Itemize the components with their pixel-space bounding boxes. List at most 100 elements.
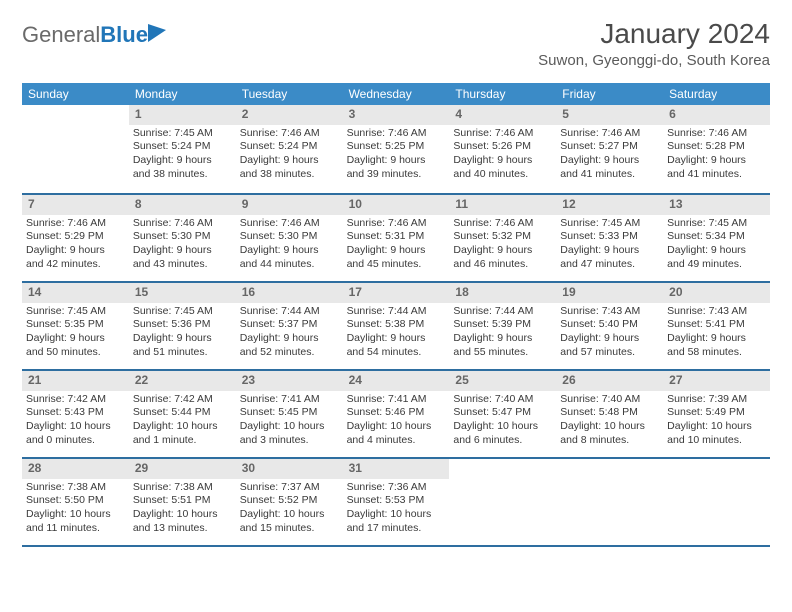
daylight-text: and 8 minutes. — [560, 434, 659, 448]
day-number: 12 — [556, 195, 663, 215]
daylight-text: and 0 minutes. — [26, 434, 125, 448]
calendar-cell: 13Sunrise: 7:45 AMSunset: 5:34 PMDayligh… — [663, 193, 770, 281]
daylight-text: and 10 minutes. — [667, 434, 766, 448]
daylight-text: Daylight: 9 hours — [133, 244, 232, 258]
title-block: January 2024 Suwon, Gyeonggi-do, South K… — [538, 18, 770, 73]
sunset-text: Sunset: 5:43 PM — [26, 406, 125, 420]
sunset-text: Sunset: 5:48 PM — [560, 406, 659, 420]
calendar-cell: 15Sunrise: 7:45 AMSunset: 5:36 PMDayligh… — [129, 281, 236, 369]
sunset-text: Sunset: 5:40 PM — [560, 318, 659, 332]
sunset-text: Sunset: 5:32 PM — [453, 230, 552, 244]
day-info: Sunrise: 7:41 AMSunset: 5:45 PMDaylight:… — [236, 393, 343, 448]
day-number: 24 — [343, 371, 450, 391]
weekday-mon: Monday — [129, 83, 236, 105]
sunrise-text: Sunrise: 7:46 AM — [26, 217, 125, 231]
sunrise-text: Sunrise: 7:46 AM — [453, 127, 552, 141]
daylight-text: Daylight: 9 hours — [347, 244, 446, 258]
daylight-text: and 51 minutes. — [133, 346, 232, 360]
day-number: 30 — [236, 459, 343, 479]
calendar-cell: 18Sunrise: 7:44 AMSunset: 5:39 PMDayligh… — [449, 281, 556, 369]
sunrise-text: Sunrise: 7:39 AM — [667, 393, 766, 407]
day-number: 14 — [22, 283, 129, 303]
day-info: Sunrise: 7:46 AMSunset: 5:24 PMDaylight:… — [236, 127, 343, 182]
calendar-cell: 28Sunrise: 7:38 AMSunset: 5:50 PMDayligh… — [22, 457, 129, 545]
daylight-text: Daylight: 9 hours — [26, 332, 125, 346]
brand-text: GeneralBlue — [22, 22, 148, 48]
daylight-text: and 46 minutes. — [453, 258, 552, 272]
day-number: 23 — [236, 371, 343, 391]
sunset-text: Sunset: 5:53 PM — [347, 494, 446, 508]
daylight-text: and 11 minutes. — [26, 522, 125, 536]
daylight-text: and 13 minutes. — [133, 522, 232, 536]
sunset-text: Sunset: 5:46 PM — [347, 406, 446, 420]
daylight-text: Daylight: 10 hours — [347, 420, 446, 434]
sunset-text: Sunset: 5:35 PM — [26, 318, 125, 332]
daylight-text: Daylight: 10 hours — [26, 420, 125, 434]
calendar-cell: 24 Sunrise: 7:41 AMSunset: 5:46 PMDayligh… — [343, 369, 450, 457]
daylight-text: Daylight: 9 hours — [667, 154, 766, 168]
day-number: 20 — [663, 283, 770, 303]
calendar-cell — [22, 105, 129, 193]
daylight-text: Daylight: 9 hours — [560, 332, 659, 346]
daylight-text: and 41 minutes. — [560, 168, 659, 182]
daylight-text: and 55 minutes. — [453, 346, 552, 360]
daylight-text: Daylight: 9 hours — [667, 244, 766, 258]
day-number: 13 — [663, 195, 770, 215]
day-number: 8 — [129, 195, 236, 215]
day-number: 25 — [449, 371, 556, 391]
calendar-cell — [449, 457, 556, 545]
daylight-text: and 50 minutes. — [26, 346, 125, 360]
sunset-text: Sunset: 5:26 PM — [453, 140, 552, 154]
day-number: 22 — [129, 371, 236, 391]
daylight-text: and 44 minutes. — [240, 258, 339, 272]
daylight-text: and 49 minutes. — [667, 258, 766, 272]
day-info: Sunrise: 7:46 AMSunset: 5:25 PMDaylight:… — [343, 127, 450, 182]
calendar-cell: 10Sunrise: 7:46 AMSunset: 5:31 PMDayligh… — [343, 193, 450, 281]
day-number: 4 — [449, 105, 556, 125]
daylight-text: and 45 minutes. — [347, 258, 446, 272]
sunset-text: Sunset: 5:30 PM — [133, 230, 232, 244]
sunrise-text: Sunrise: 7:45 AM — [560, 217, 659, 231]
day-info: Sunrise: 7:46 AMSunset: 5:29 PMDaylight:… — [22, 217, 129, 272]
day-number: 29 — [129, 459, 236, 479]
calendar-cell: 14Sunrise: 7:45 AMSunset: 5:35 PMDayligh… — [22, 281, 129, 369]
sunset-text: Sunset: 5:39 PM — [453, 318, 552, 332]
weekday-sun: Sunday — [22, 83, 129, 105]
daylight-text: Daylight: 9 hours — [26, 244, 125, 258]
day-number: 11 — [449, 195, 556, 215]
day-number: 7 — [22, 195, 129, 215]
sunrise-text: Sunrise: 7:46 AM — [560, 127, 659, 141]
daylight-text: and 47 minutes. — [560, 258, 659, 272]
day-info: Sunrise: 7:46 AMSunset: 5:31 PMDaylight:… — [343, 217, 450, 272]
daylight-text: Daylight: 10 hours — [453, 420, 552, 434]
daylight-text: Daylight: 9 hours — [240, 332, 339, 346]
sunrise-text: Sunrise: 7:46 AM — [453, 217, 552, 231]
sunset-text: Sunset: 5:29 PM — [26, 230, 125, 244]
month-title: January 2024 — [538, 18, 770, 50]
calendar-cell: 2Sunrise: 7:46 AMSunset: 5:24 PMDaylight… — [236, 105, 343, 193]
calendar-cell — [663, 457, 770, 545]
sunrise-text: Sunrise: 7:42 AM — [26, 393, 125, 407]
sunrise-text: Sunrise: 7:42 AM — [133, 393, 232, 407]
day-number: 1 — [129, 105, 236, 125]
sunrise-text: Sunrise: 7:45 AM — [667, 217, 766, 231]
daylight-text: Daylight: 10 hours — [240, 508, 339, 522]
weekday-thu: Thursday — [449, 83, 556, 105]
weekday-fri: Friday — [556, 83, 663, 105]
daylight-text: Daylight: 9 hours — [133, 154, 232, 168]
calendar-cell: 16Sunrise: 7:44 AMSunset: 5:37 PMDayligh… — [236, 281, 343, 369]
sunset-text: Sunset: 5:47 PM — [453, 406, 552, 420]
calendar-cell: 7Sunrise: 7:46 AMSunset: 5:29 PMDaylight… — [22, 193, 129, 281]
day-info: Sunrise: 7:46 AMSunset: 5:27 PMDaylight:… — [556, 127, 663, 182]
calendar-cell: 6Sunrise: 7:46 AMSunset: 5:28 PMDaylight… — [663, 105, 770, 193]
calendar-cell: 17Sunrise: 7:44 AMSunset: 5:38 PMDayligh… — [343, 281, 450, 369]
sunrise-text: Sunrise: 7:36 AM — [347, 481, 446, 495]
sunset-text: Sunset: 5:41 PM — [667, 318, 766, 332]
calendar-cell: 11Sunrise: 7:46 AMSunset: 5:32 PMDayligh… — [449, 193, 556, 281]
daylight-text: and 4 minutes. — [347, 434, 446, 448]
calendar-cell: 3Sunrise: 7:46 AMSunset: 5:25 PMDaylight… — [343, 105, 450, 193]
daylight-text: and 15 minutes. — [240, 522, 339, 536]
day-number: 10 — [343, 195, 450, 215]
sunrise-text: Sunrise: 7:41 AM — [347, 393, 446, 407]
day-number: 31 — [343, 459, 450, 479]
